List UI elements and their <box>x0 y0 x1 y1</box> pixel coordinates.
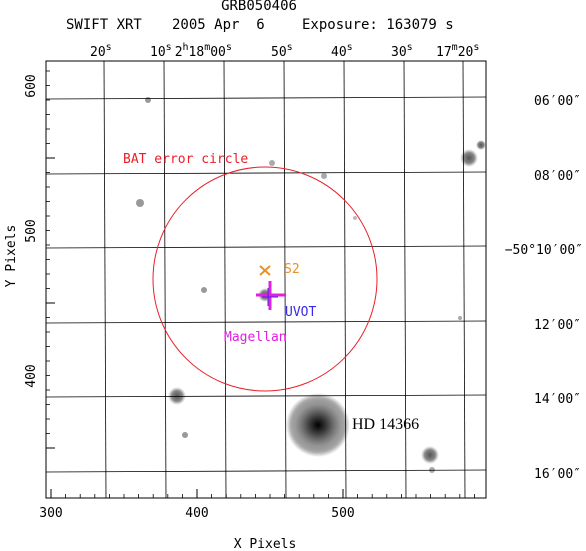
dec-grid-line <box>45 171 487 175</box>
ra-tick-label: 40s <box>331 42 353 60</box>
source-blob <box>421 446 439 464</box>
dec-grid-line <box>45 394 487 398</box>
grb-title: GRB050406 <box>221 0 297 14</box>
ra-grid-line <box>403 60 407 499</box>
source-blob <box>321 173 327 179</box>
x-tick-label: 300 <box>39 506 62 521</box>
dec-grid-line <box>45 96 487 100</box>
coordinate-grid <box>45 60 487 499</box>
magellan-label: Magellan <box>224 330 287 345</box>
dec-grid-line <box>45 245 487 249</box>
telescope-label: SWIFT XRT <box>66 17 142 33</box>
y-tick-label: 600 <box>24 74 39 97</box>
plot-frame <box>45 60 487 499</box>
pixel-minor-ticks <box>46 70 475 498</box>
bat-error-circle <box>152 166 378 392</box>
x-tick-label: 400 <box>185 506 208 521</box>
source-blob <box>136 199 144 207</box>
y-axis-title: Y Pixels <box>4 225 19 288</box>
date-label: 2005 Apr 6 <box>172 17 265 33</box>
ra-tick-label: 10s 2h18m00s <box>150 42 232 60</box>
y-tick-label: 500 <box>24 219 39 242</box>
source-blob <box>460 149 478 167</box>
source-blob <box>458 316 462 320</box>
ra-grid-line <box>163 60 167 499</box>
source-blob <box>291 400 345 450</box>
ra-tick-label: 50s <box>271 42 293 60</box>
dec-tick-label: 08′00″ <box>534 169 581 184</box>
dec-tick-label: 16′00″ <box>534 467 581 482</box>
dec-tick-label: 12′00″ <box>534 318 581 333</box>
xray-sources <box>136 97 486 473</box>
x-axis-title: X Pixels <box>234 537 297 551</box>
source-blob <box>168 387 186 405</box>
x-tick-label: 500 <box>331 506 354 521</box>
source-blob <box>182 432 188 438</box>
dec-grid-line <box>45 469 487 473</box>
ra-grid-line <box>223 60 227 499</box>
ra-tick-label: 30s <box>391 42 413 60</box>
dec-tick-label: 06′00″ <box>534 94 581 109</box>
s2-label: S2 <box>284 262 300 277</box>
source-blob <box>269 160 275 166</box>
bat-error-circle-label: BAT error circle <box>123 152 248 167</box>
ra-grid-line <box>462 60 466 499</box>
dec-tick-label: 14′00″ <box>534 392 581 407</box>
s2-marker <box>259 265 271 276</box>
ra-tick-label: 17m20s <box>436 42 479 60</box>
dec-grid-line <box>45 320 487 324</box>
uvot-label: UVOT <box>285 305 316 320</box>
dec-tick-label: −50°10′00″ <box>505 243 583 258</box>
ra-grid-line <box>283 60 287 499</box>
uvot-cross <box>262 288 278 306</box>
ra-grid-line <box>103 60 107 499</box>
source-blob <box>476 140 486 150</box>
source-blob <box>145 97 151 103</box>
ra-tick-label: 20s <box>90 42 112 60</box>
source-blob <box>201 287 207 293</box>
magellan-cross <box>256 281 286 310</box>
exposure-label: Exposure: 163079 s <box>302 17 454 33</box>
hd-star-label: HD 14366 <box>352 416 419 433</box>
y-tick-label: 400 <box>24 364 39 387</box>
source-blob <box>353 216 357 220</box>
ra-grid-line <box>343 60 347 499</box>
